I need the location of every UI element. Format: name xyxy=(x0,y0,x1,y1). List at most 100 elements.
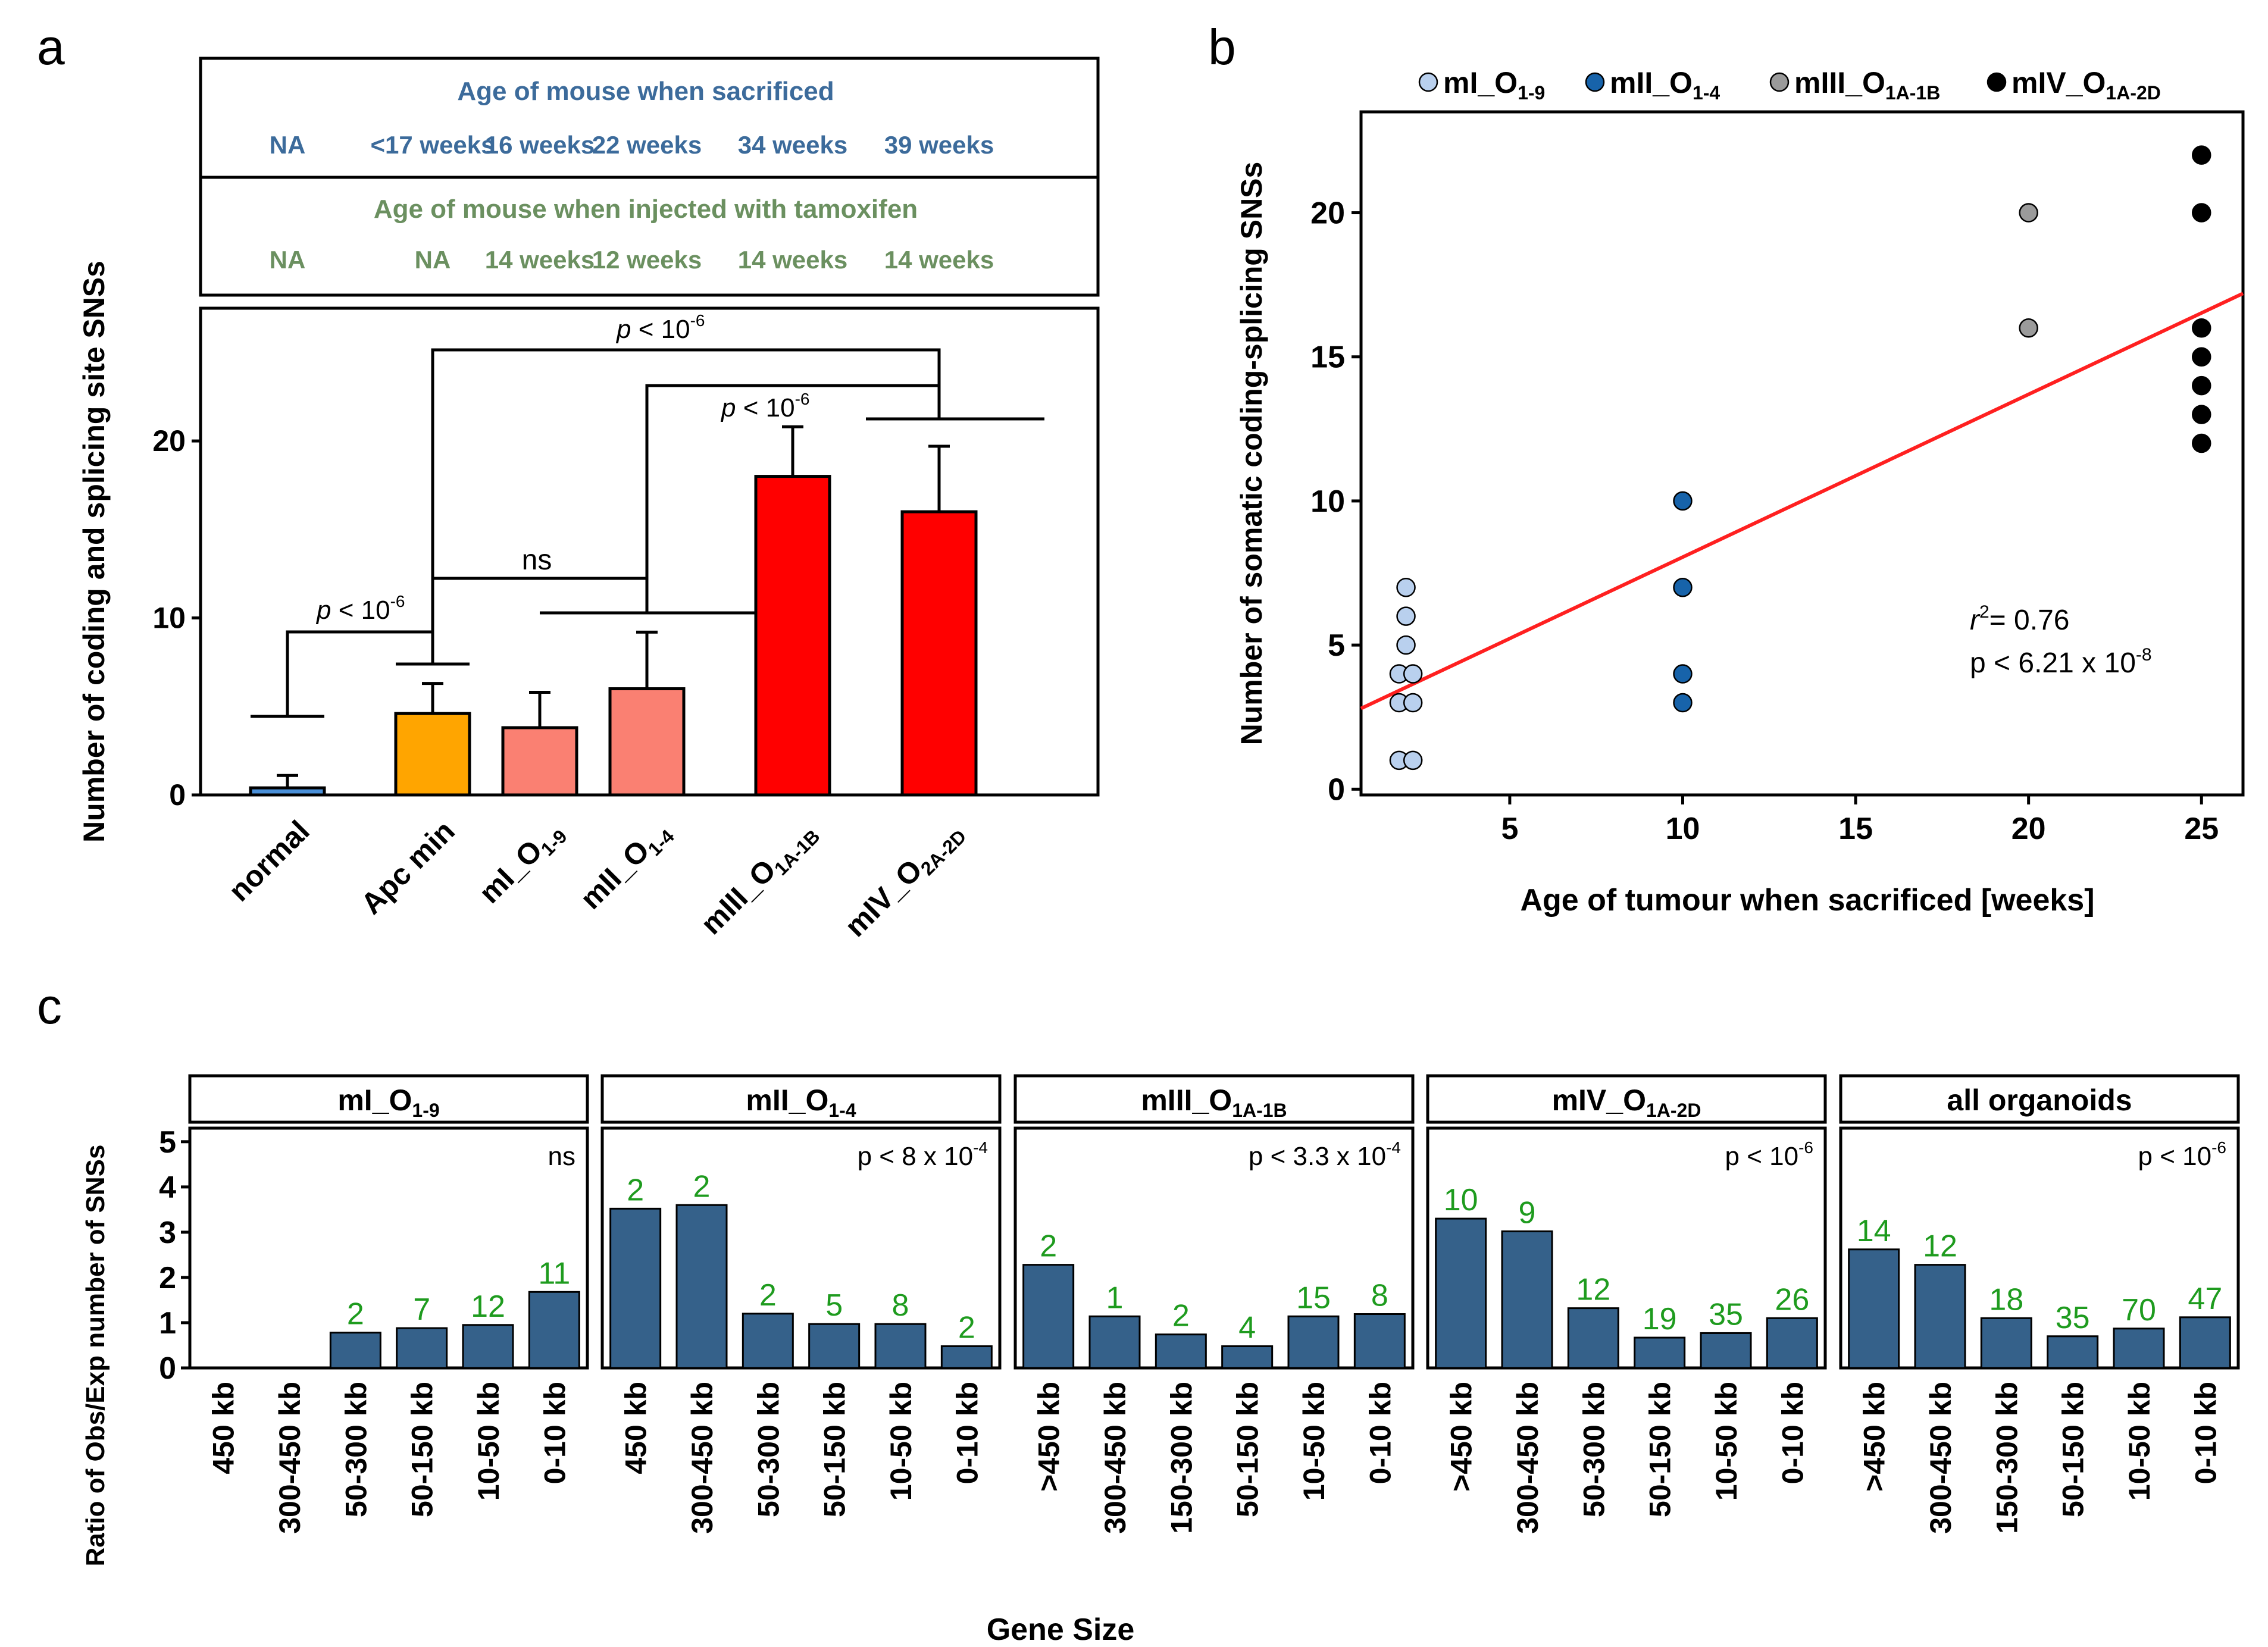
legend-b: mI_O1-9 mII_O1-4 mIII_O1A-1B mIV_O1A-2D xyxy=(1418,66,2161,104)
x-label-c: >450 kb xyxy=(1445,1382,1478,1492)
bar-c xyxy=(2047,1335,2099,1369)
x-tick-label-c: 0-10 kb xyxy=(950,1382,984,1484)
facet-strip xyxy=(1839,1074,2240,1124)
facet-title: mIII_O1A-1B xyxy=(1141,1084,1287,1121)
facet-title: mIV_O1A-2D xyxy=(1552,1084,1701,1121)
point-mii-o1-4 xyxy=(1673,491,1693,511)
count-label: 10 xyxy=(1444,1183,1478,1217)
bar-c xyxy=(808,1323,861,1369)
table-cell-sacrificed: 22 weeks xyxy=(592,131,702,159)
point-mi-o1-9 xyxy=(1403,693,1423,713)
x-tick-label-b: 20 xyxy=(2012,812,2046,846)
x-label-c: 50-150 kb xyxy=(2057,1382,2090,1517)
y-tick-label-b: 10 xyxy=(1310,484,1345,519)
x-tick-label-c: 50-300 kb xyxy=(1577,1382,1610,1517)
point-miii-o1a-1b xyxy=(2019,203,2038,223)
bar-c xyxy=(609,1207,662,1369)
x-label-c: 10-50 kb xyxy=(884,1382,918,1501)
scatter-points xyxy=(1389,145,2211,771)
panel-a-table: Age of mouse when sacrificed NA <17 weeks… xyxy=(199,57,1100,297)
y-tick-label-c: 1 xyxy=(159,1306,176,1341)
x-label-c: >450 kb xyxy=(1858,1382,1891,1492)
regression-line xyxy=(1360,292,2244,710)
x-tick-label-a: mI_O1-9 xyxy=(473,814,571,913)
x-label-c: 300-450 kb xyxy=(273,1382,306,1534)
panel-label-a: a xyxy=(37,19,65,75)
bar-miii-o xyxy=(754,475,831,797)
legend-label-main: mI_O xyxy=(1443,66,1518,99)
x-label-c: 300-450 kb xyxy=(686,1382,719,1534)
table-cell-tamoxifen: 14 weeks xyxy=(738,246,848,274)
count-label: 1 xyxy=(1106,1280,1124,1315)
x-tick-label-a: mIV_O2A-2D xyxy=(839,814,971,946)
facet-title-sub: 1A-2D xyxy=(1646,1100,1701,1121)
x-label-c: 300-450 kb xyxy=(1924,1382,1957,1534)
point-mi-o1-9 xyxy=(1396,606,1416,626)
count-label: 47 xyxy=(2188,1282,2222,1316)
facet-frame xyxy=(1839,1126,2240,1370)
x-tick-label-a-main: mIV_O xyxy=(839,853,929,944)
facet-pvalue-main: p < 8 x 10 xyxy=(858,1142,973,1171)
point-mi-o1-9 xyxy=(1396,635,1416,655)
x-label-c: 50-150 kb xyxy=(1644,1382,1677,1517)
facet-pvalue-main: p < 3.3 x 10 xyxy=(1249,1142,1386,1171)
facet-strip xyxy=(188,1074,589,1124)
table-cell-tamoxifen: 14 weeks xyxy=(884,246,994,274)
x-tick-label-c: 50-150 kb xyxy=(818,1382,852,1517)
bar-c xyxy=(1353,1313,1406,1369)
x-tick-label-b: 15 xyxy=(1838,812,1873,846)
x-tick-label-b: 5 xyxy=(1501,812,1518,846)
x-label-c: 450 kb xyxy=(207,1382,240,1474)
bar-c xyxy=(940,1345,993,1369)
count-label: 2 xyxy=(1172,1299,1190,1333)
facet-strip xyxy=(1426,1074,1827,1124)
x-tick-label-c: 300-450 kb xyxy=(1099,1382,1132,1534)
bar-c xyxy=(1501,1230,1553,1369)
legend-label: mI_O1-9 xyxy=(1443,66,1545,104)
x-label-c: 50-150 kb xyxy=(406,1382,439,1517)
point-miv-o1a-2d xyxy=(2192,405,2211,424)
bar-mi-o xyxy=(501,726,578,797)
annotation-p-apc-miii: p < 10-6 xyxy=(615,311,705,344)
x-label-c: 450 kb xyxy=(620,1382,653,1474)
bar-c xyxy=(1700,1332,1752,1369)
y-tick-label-c: 3 xyxy=(159,1216,176,1250)
facet-pvalue-exp: -6 xyxy=(2211,1138,2226,1157)
x-label-c: 50-300 kb xyxy=(339,1382,373,1517)
bar-c xyxy=(675,1204,728,1369)
y-axis-label-c: Ratio of Obs/Exp number of SNSs xyxy=(81,1145,110,1567)
legend-label-sub: 1-9 xyxy=(1518,82,1545,104)
count-label: 12 xyxy=(1923,1229,1957,1264)
x-tick-label-c: 50-150 kb xyxy=(1231,1382,1265,1517)
bar-c xyxy=(396,1327,448,1369)
table-title-sacrificed: Age of mouse when sacrificed xyxy=(457,77,834,106)
y-tick-label-a: 10 xyxy=(152,602,186,635)
bar-c xyxy=(874,1323,927,1369)
count-label: 9 xyxy=(1519,1195,1536,1230)
x-tick-label-c: 150-300 kb xyxy=(1165,1382,1198,1534)
x-tick-label-c: 300-450 kb xyxy=(1924,1382,1957,1534)
point-miv-o1a-2d xyxy=(2192,347,2211,367)
table-cell-tamoxifen: NA xyxy=(270,246,306,274)
facet-frame xyxy=(1013,1126,1415,1370)
facet-strip xyxy=(1013,1074,1415,1124)
bar-c xyxy=(1914,1264,1966,1369)
x-tick-label-a: mIII_O1A-1B xyxy=(695,814,824,944)
bar-c xyxy=(462,1324,514,1369)
x-tick-label-c: 150-300 kb xyxy=(1990,1382,2023,1534)
plot-frame-b xyxy=(1359,110,2245,797)
x-label-a: mIII_O1A-1B xyxy=(695,814,824,944)
x-label-a: mII_O1-4 xyxy=(574,825,678,916)
x-tick-label-c: 50-150 kb xyxy=(2057,1382,2090,1517)
panel-b-chart: mI_O1-9 mII_O1-4 mIII_O1A-1B mIV_O1A-2D Num… xyxy=(1235,66,2245,918)
x-tick-label-c: 50-150 kb xyxy=(406,1382,439,1517)
count-label: 26 xyxy=(1775,1282,1809,1317)
x-tick-label-a-main: mII_O xyxy=(574,834,656,916)
x-axis-label-c: Gene Size xyxy=(987,1612,1135,1647)
x-tick-label-c: 50-300 kb xyxy=(752,1382,785,1517)
table-cell-sacrificed: <17 weeks xyxy=(370,131,495,159)
x-tick-label-c: 0-10 kb xyxy=(538,1382,571,1484)
